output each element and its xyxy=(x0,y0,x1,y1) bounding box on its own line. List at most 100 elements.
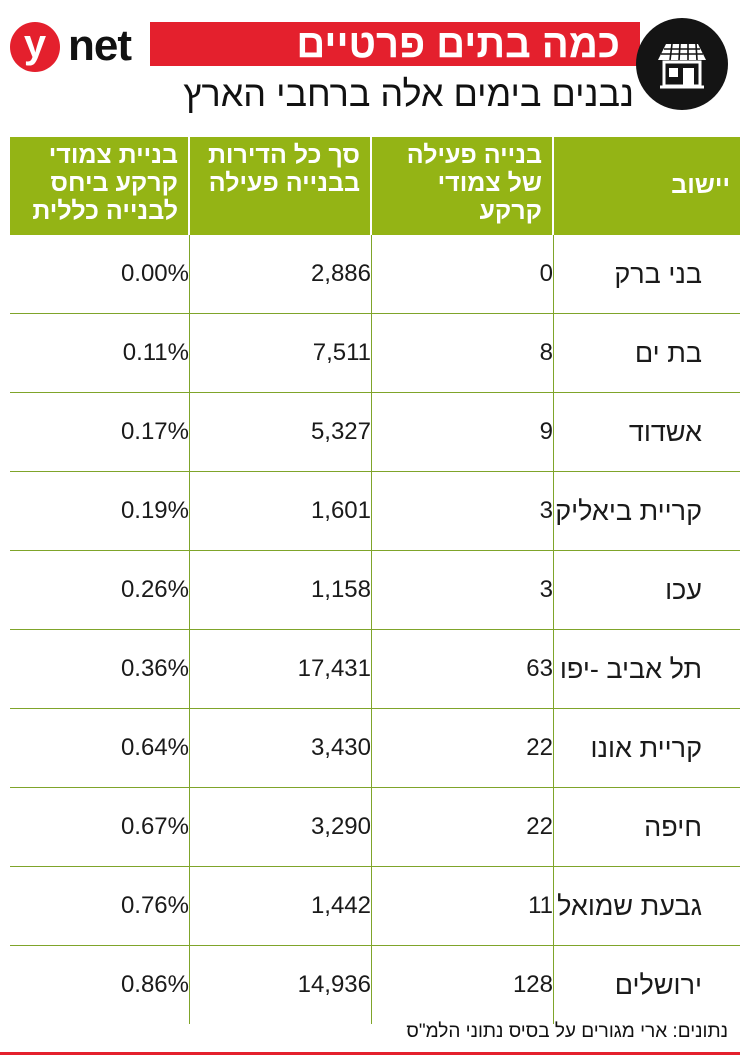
city-cell: בת ים xyxy=(554,314,740,392)
active-cell: 11 xyxy=(372,867,554,945)
active-cell-text: 22 xyxy=(526,734,553,761)
city-cell-text: תל אביב -יפו xyxy=(559,653,702,684)
total-cell-text: 3,290 xyxy=(310,813,371,840)
city-cell: בני ברק xyxy=(554,235,740,313)
table-row: בת ים 8 7,511 0.11% xyxy=(10,314,740,393)
data-table: יישוב בנייה פעילה של צמודי קרקע סך כל הד… xyxy=(10,137,740,1024)
ynet-logo: y net xyxy=(10,22,140,72)
active-cell-text: 11 xyxy=(528,892,553,919)
total-cell-text: 17,431 xyxy=(297,655,371,682)
total-cell: 3,430 xyxy=(190,709,372,787)
active-cell-text: 9 xyxy=(539,418,553,445)
active-cell-text: 128 xyxy=(512,971,553,998)
active-cell: 8 xyxy=(372,314,554,392)
logo-y: y xyxy=(10,22,60,72)
city-cell-text: בני ברק xyxy=(614,258,702,289)
table-row: תל אביב -יפו 63 17,431 0.36% xyxy=(10,630,740,709)
table-row: קריית ביאליק 3 1,601 0.19% xyxy=(10,472,740,551)
table-row: חיפה 22 3,290 0.67% xyxy=(10,788,740,867)
active-cell: 22 xyxy=(372,709,554,787)
active-cell-text: 3 xyxy=(539,497,553,524)
title-bar: כמה בתים פרטיים xyxy=(150,22,640,66)
bottom-rule xyxy=(0,1052,740,1055)
table-row: גבעת שמואל 11 1,442 0.76% xyxy=(10,867,740,946)
city-cell-text: גבעת שמואל xyxy=(557,890,702,921)
source-note: נתונים: ארי מגורים על בסיס נתוני הלמ"ס xyxy=(406,1021,728,1042)
table-row: בני ברק 0 2,886 0.00% xyxy=(10,235,740,314)
total-cell: 7,511 xyxy=(190,314,372,392)
header-total: סך כל הדירות בבנייה פעילה xyxy=(190,137,372,235)
city-cell: קריית אונו xyxy=(554,709,740,787)
total-cell: 2,886 xyxy=(190,235,372,313)
ratio-cell-text: 0.00% xyxy=(120,260,189,287)
city-cell: גבעת שמואל xyxy=(554,867,740,945)
header-ratio: בניית צמודי קרקע ביחס לבנייה כללית xyxy=(10,137,190,235)
total-cell-text: 1,442 xyxy=(310,892,371,919)
ratio-cell-text: 0.17% xyxy=(120,418,189,445)
ratio-cell: 0.64% xyxy=(10,709,190,787)
city-cell: אשדוד xyxy=(554,393,740,471)
total-cell: 17,431 xyxy=(190,630,372,708)
table-row: עכו 3 1,158 0.26% xyxy=(10,551,740,630)
city-cell-text: בת ים xyxy=(634,337,702,368)
ratio-cell-text: 0.64% xyxy=(120,734,189,761)
total-cell-text: 2,886 xyxy=(310,260,371,287)
header-active: בנייה פעילה של צמודי קרקע xyxy=(372,137,554,235)
active-cell: 3 xyxy=(372,551,554,629)
active-cell: 63 xyxy=(372,630,554,708)
ratio-cell-text: 0.67% xyxy=(120,813,189,840)
ratio-cell: 0.36% xyxy=(10,630,190,708)
ratio-cell-text: 0.19% xyxy=(120,497,189,524)
table-row: אשדוד 9 5,327 0.17% xyxy=(10,393,740,472)
ratio-cell: 0.67% xyxy=(10,788,190,866)
total-cell: 1,158 xyxy=(190,551,372,629)
ratio-cell: 0.19% xyxy=(10,472,190,550)
table-body: בני ברק 0 2,886 0.00% בת ים 8 7,511 0.11% אשדוד 9… xyxy=(10,235,740,1024)
total-cell: 1,442 xyxy=(190,867,372,945)
active-cell: 0 xyxy=(372,235,554,313)
city-cell-text: קריית אונו xyxy=(590,732,702,763)
ratio-cell-text: 0.86% xyxy=(120,971,189,998)
ratio-cell: 0.76% xyxy=(10,867,190,945)
total-cell-text: 7,511 xyxy=(312,339,371,366)
city-cell: תל אביב -יפו xyxy=(554,630,740,708)
ratio-cell: 0.00% xyxy=(10,235,190,313)
total-cell: 3,290 xyxy=(190,788,372,866)
city-cell-text: אשדוד xyxy=(628,416,702,447)
city-cell: ירושלים xyxy=(554,946,740,1024)
ratio-cell: 0.26% xyxy=(10,551,190,629)
active-cell-text: 3 xyxy=(539,576,553,603)
active-cell: 22 xyxy=(372,788,554,866)
active-cell-text: 0 xyxy=(539,260,553,287)
header-city: יישוב xyxy=(554,137,740,235)
active-cell: 3 xyxy=(372,472,554,550)
ratio-cell-text: 0.11% xyxy=(122,339,189,366)
chart-title: כמה בתים פרטיים xyxy=(296,22,620,66)
total-cell-text: 1,158 xyxy=(310,576,371,603)
ratio-cell-text: 0.26% xyxy=(120,576,189,603)
table-row: ירושלים 128 14,936 0.86% xyxy=(10,946,740,1024)
ratio-cell-text: 0.76% xyxy=(120,892,189,919)
ratio-cell: 0.86% xyxy=(10,946,190,1024)
total-cell-text: 14,936 xyxy=(297,971,371,998)
logo-net: net xyxy=(68,21,132,70)
total-cell: 5,327 xyxy=(190,393,372,471)
city-cell-text: ירושלים xyxy=(614,969,702,1000)
city-cell-text: חיפה xyxy=(644,811,702,842)
city-cell: עכו xyxy=(554,551,740,629)
active-cell-text: 63 xyxy=(526,655,553,682)
ratio-cell: 0.11% xyxy=(10,314,190,392)
total-cell-text: 1,601 xyxy=(310,497,371,524)
total-cell: 1,601 xyxy=(190,472,372,550)
active-cell: 9 xyxy=(372,393,554,471)
total-cell-text: 3,430 xyxy=(310,734,371,761)
active-cell-text: 22 xyxy=(526,813,553,840)
table-header: יישוב בנייה פעילה של צמודי קרקע סך כל הד… xyxy=(10,137,740,235)
city-cell-text: עכו xyxy=(665,574,702,605)
house-icon xyxy=(636,18,728,110)
ratio-cell-text: 0.36% xyxy=(120,655,189,682)
city-cell: חיפה xyxy=(554,788,740,866)
city-cell: קריית ביאליק xyxy=(554,472,740,550)
chart-subtitle: נבנים בימים אלה ברחבי הארץ xyxy=(183,73,634,114)
ratio-cell: 0.17% xyxy=(10,393,190,471)
